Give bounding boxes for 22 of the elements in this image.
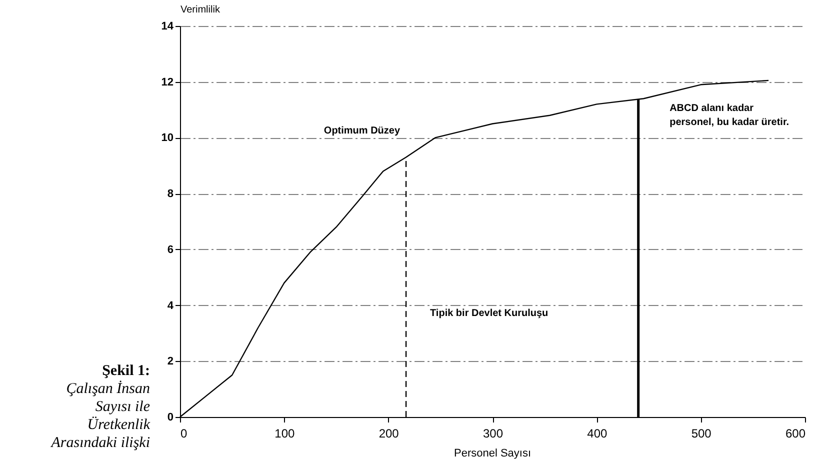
- text: Şekil 1:: [101, 362, 150, 380]
- annotation: Tipik bir Devlet Kuruluşu: [430, 308, 548, 320]
- y-tick-label: 8: [167, 188, 174, 200]
- y-tick-label: 4: [167, 300, 174, 312]
- y-tick-label: 14: [161, 20, 174, 32]
- annotation: Optimum Düzey: [324, 125, 400, 136]
- x-tick-label: 600: [785, 426, 806, 440]
- y-tick-label: 10: [161, 132, 174, 144]
- x-tick-label: 400: [587, 426, 608, 440]
- x-axis-title: Personel Sayısı: [454, 448, 532, 460]
- y-tick-label: 6: [167, 244, 174, 256]
- y-tick-label: 0: [167, 412, 174, 424]
- x-tick-label: 500: [691, 426, 712, 440]
- x-tick-label: 300: [482, 426, 504, 440]
- y-axis-title: Verimlilik: [180, 4, 221, 16]
- x-tick-label: 200: [378, 426, 400, 440]
- x-tick-label: 100: [274, 426, 295, 440]
- text: Çalışan İnsan Sayısı ile Üretkenlik Arasındaki ilişki: [50, 380, 150, 452]
- y-tick-label: 2: [167, 356, 174, 368]
- annotation: ABCD alanı kadar personel, bu kadar üretir.: [670, 102, 790, 128]
- y-tick-label: 12: [161, 76, 174, 88]
- x-tick-label: 0: [180, 426, 188, 440]
